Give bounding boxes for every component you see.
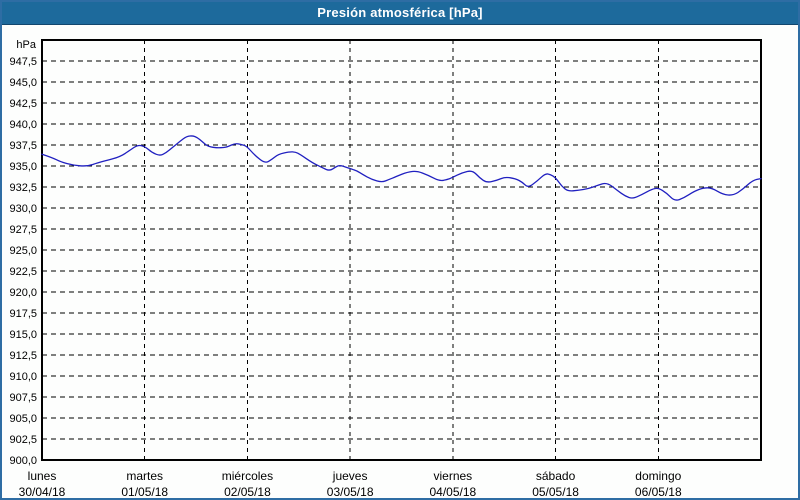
y-axis-unit-label: hPa xyxy=(16,39,36,51)
y-axis-label: 947,5 xyxy=(9,56,37,68)
y-axis-label: 915,0 xyxy=(9,329,37,341)
y-axis-label: 932,5 xyxy=(9,182,37,194)
x-axis-day-label: viernes xyxy=(434,469,473,483)
y-axis-label: 912,5 xyxy=(9,350,37,362)
x-axis-date-label: 01/05/18 xyxy=(121,485,168,498)
y-axis-label: 907,5 xyxy=(9,392,37,404)
y-axis-label: 945,0 xyxy=(9,77,37,89)
y-axis-label: 902,5 xyxy=(9,434,37,446)
y-axis-label: 935,0 xyxy=(9,161,37,173)
y-axis-label: 900,0 xyxy=(9,455,37,467)
y-axis-label: 920,0 xyxy=(9,287,37,299)
y-axis-label: 922,5 xyxy=(9,266,37,278)
pressure-chart: hPa 947,5 945,0 942,5 940,0 937,5 935,0 932,5 93… xyxy=(9,39,762,498)
y-axis-label: 940,0 xyxy=(9,119,37,131)
x-axis-date-label: 03/05/18 xyxy=(327,485,374,498)
y-axis-label: 925,0 xyxy=(9,245,37,257)
x-axis-date-label: 30/04/18 xyxy=(19,485,66,498)
x-axis-day-label: lunes xyxy=(28,469,57,483)
y-axis-label: 917,5 xyxy=(9,308,37,320)
x-axis-date-label: 06/05/18 xyxy=(635,485,682,498)
x-axis-day-label: jueves xyxy=(332,469,368,483)
x-axis-date-label: 02/05/18 xyxy=(224,485,271,498)
window-title: Presión atmosférica [hPa] xyxy=(2,2,798,25)
x-axis-day-label: miércoles xyxy=(222,469,273,483)
pressure-line xyxy=(41,135,762,201)
plot-border xyxy=(41,39,762,461)
x-axis-date-label: 04/05/18 xyxy=(429,485,476,498)
x-axis-day-label: martes xyxy=(126,469,163,483)
y-axis-label: 927,5 xyxy=(9,224,37,236)
y-axis-label: 942,5 xyxy=(9,98,37,110)
x-axis-day-label: sábado xyxy=(536,469,576,483)
y-axis-label: 937,5 xyxy=(9,140,37,152)
x-axis-day-label: domingo xyxy=(635,469,681,483)
y-axis-label: 905,0 xyxy=(9,413,37,425)
y-axis-label: 910,0 xyxy=(9,371,37,383)
x-axis-date-label: 05/05/18 xyxy=(532,485,579,498)
y-axis-label: 930,0 xyxy=(9,203,37,215)
